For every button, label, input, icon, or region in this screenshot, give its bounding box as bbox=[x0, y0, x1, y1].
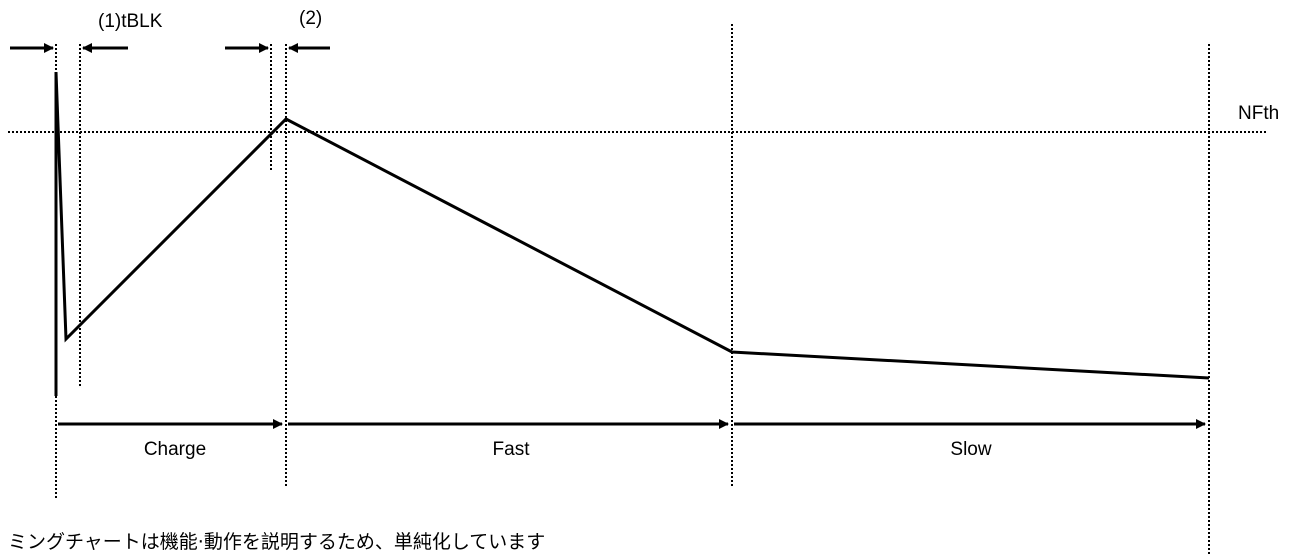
threshold-label: NFth bbox=[1238, 103, 1279, 124]
footnote: ミングチャートは機能·動作を説明するため、単純化しています bbox=[8, 531, 546, 553]
waveform bbox=[54, 71, 1210, 396]
phase-label-fast: Fast bbox=[493, 439, 531, 460]
phase-label-slow: Slow bbox=[950, 439, 991, 460]
blanking-label: (1)tBLK bbox=[98, 11, 163, 32]
phase-label-charge: Charge bbox=[144, 439, 206, 460]
marker2-label: (2) bbox=[299, 8, 322, 29]
